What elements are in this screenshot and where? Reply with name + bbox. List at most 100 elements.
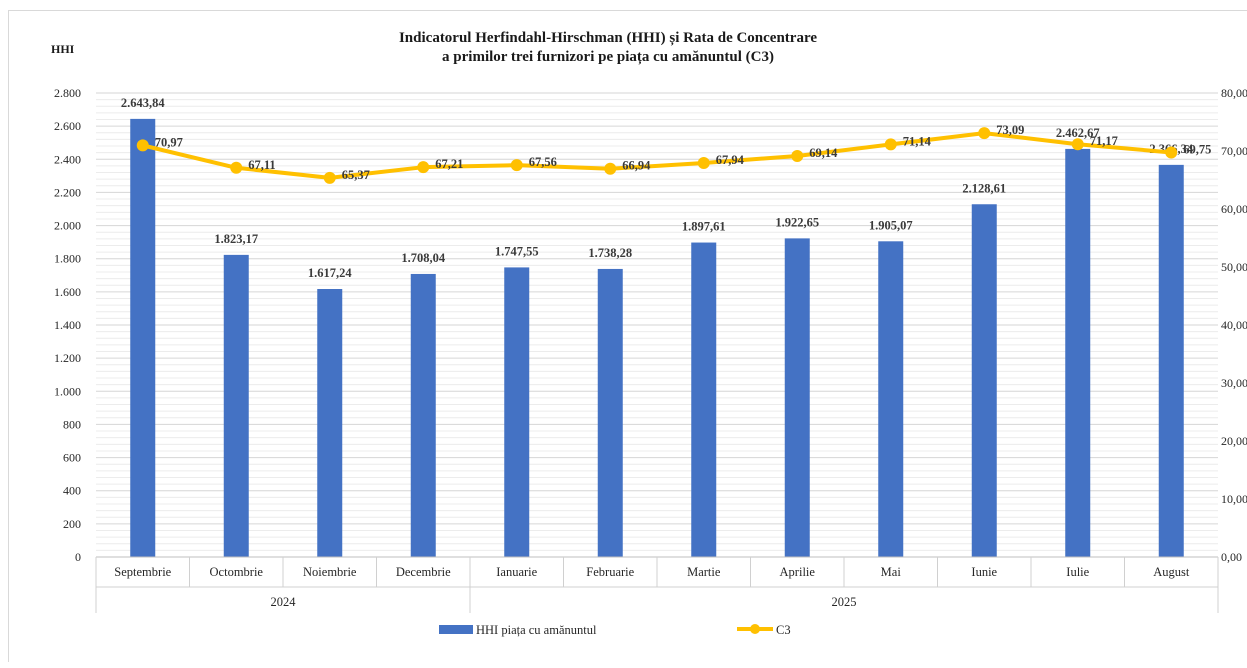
y-tick-label: 2.400 [54,152,81,166]
bar [504,267,530,557]
x-category-label: Septembrie [114,565,171,579]
bar-data-label: 1.905,07 [869,218,913,232]
y2-tick-label: 30,00 [1221,376,1247,390]
c3-data-label: 67,56 [529,155,557,169]
x-group-label: 2025 [832,595,857,609]
y-tick-label: 1.800 [54,252,81,266]
c3-data-label: 65,37 [342,168,370,182]
c3-point [136,139,149,152]
bar-data-label: 1.922,65 [775,215,819,229]
legend-marker-c3 [750,624,760,634]
chart-title-line-2: a primilor trei furnizori pe piața cu am… [442,49,774,65]
legend-swatch-hhi [439,625,473,634]
x-group-label: 2024 [271,595,297,609]
c3-point [230,161,243,174]
line-series: 70,97 67,11 65,37 67,21 67,56 66,94 67,94 69,14… [136,123,1211,184]
y2-tick-label: 40,00 [1221,318,1247,332]
y-tick-label: 1.000 [54,384,81,398]
hhi-c3-chart: Indicatorul Herfindahl-Hirschman (HHI) ș… [51,30,1247,637]
c3-data-label: 69,14 [809,146,838,160]
bar [784,238,810,557]
bar [1065,148,1091,558]
c3-point [1071,138,1084,151]
bar [130,118,156,558]
y-tick-label: 1.400 [54,318,81,332]
c3-point [604,162,617,175]
bar [1158,164,1184,558]
y-tick-label: 2.200 [54,185,81,199]
c3-point [510,159,523,172]
y-tick-label: 2.000 [54,219,81,233]
c3-data-label: 67,94 [716,153,745,167]
c3-point [697,156,710,169]
x-category-label: August [1153,565,1190,579]
y-tick-label: 800 [63,417,81,431]
y2-tick-label: 50,00 [1221,260,1247,274]
bar-data-label: 1.823,17 [214,232,258,246]
c3-data-label: 73,09 [996,123,1024,137]
bar-data-label: 1.738,28 [588,246,632,260]
x-category-label: Ianuarie [496,565,537,579]
c3-point [323,171,336,184]
bar-data-label: 1.897,61 [682,220,726,234]
y-tick-label: 400 [63,484,81,498]
x-category-label: Martie [687,565,721,579]
bar-data-label: 1.708,04 [401,251,446,265]
c3-data-label: 70,97 [155,135,183,149]
legend: HHI piața cu amănuntul C3 [439,623,791,637]
c3-point [1165,146,1178,159]
c3-data-label: 67,21 [435,157,463,171]
bar [317,289,343,557]
c3-point [884,138,897,151]
y2-tick-label: 20,00 [1221,434,1247,448]
y-tick-label: 1.600 [54,285,81,299]
c3-data-label: 69,75 [1183,142,1211,156]
gridlines [96,92,1218,558]
bar [971,204,997,557]
x-category-label: Mai [881,565,902,579]
x-category-label: Aprilie [780,565,816,579]
y-axis-label: HHI [51,42,75,56]
axes: 0 200 400 600 800 1.000 1.200 1.400 1.600 1.800 2.… [54,86,1247,613]
bar-data-label: 2.128,61 [962,181,1006,195]
y2-tick-label: 80,00 [1221,86,1247,100]
y-tick-label: 0 [75,550,81,564]
x-category-label: Iunie [971,565,997,579]
bar-series: 2.643,84 1.823,17 1.617,24 1.708,04 1.747,55… [121,96,1194,558]
c3-data-label: 66,94 [622,159,651,173]
x-category-label: Iulie [1066,565,1089,579]
bar [691,242,717,557]
c3-point [791,149,804,162]
y-tick-label: 1.200 [54,351,81,365]
y2-tick-label: 10,00 [1221,492,1247,506]
y2-tick-label: 60,00 [1221,202,1247,216]
c3-data-label: 71,17 [1090,134,1118,148]
x-category-label: Octombrie [210,565,264,579]
x-category-label: Noiembrie [303,565,357,579]
x-category-label: Decembrie [396,565,451,579]
legend-label-hhi: HHI piața cu amănuntul [476,623,597,637]
c3-point [417,161,430,174]
legend-label-c3: C3 [776,623,791,637]
y-tick-label: 2.800 [54,86,81,100]
y-tick-label: 2.600 [54,119,81,133]
bar [223,254,249,557]
bar-data-label: 1.617,24 [308,266,353,280]
chart-title-line-1: Indicatorul Herfindahl-Hirschman (HHI) ș… [399,30,817,46]
x-category-label: Februarie [586,565,634,579]
bar-data-label: 2.643,84 [121,96,166,110]
chart-frame: Indicatorul Herfindahl-Hirschman (HHI) ș… [8,10,1247,662]
y-tick-label: 600 [63,451,81,465]
y2-tick-label: 70,00 [1221,144,1247,158]
bar [597,268,623,557]
c3-data-label: 71,14 [903,134,932,148]
bar [878,241,904,558]
y2-tick-label: 0,00 [1221,550,1242,564]
bar-data-label: 2.462,67 [1056,126,1100,140]
bar-data-label: 1.747,55 [495,244,539,258]
y-tick-label: 200 [63,517,81,531]
c3-point [978,127,991,140]
c3-line [142,131,1172,180]
c3-data-label: 67,11 [248,158,275,172]
bar [410,273,436,557]
